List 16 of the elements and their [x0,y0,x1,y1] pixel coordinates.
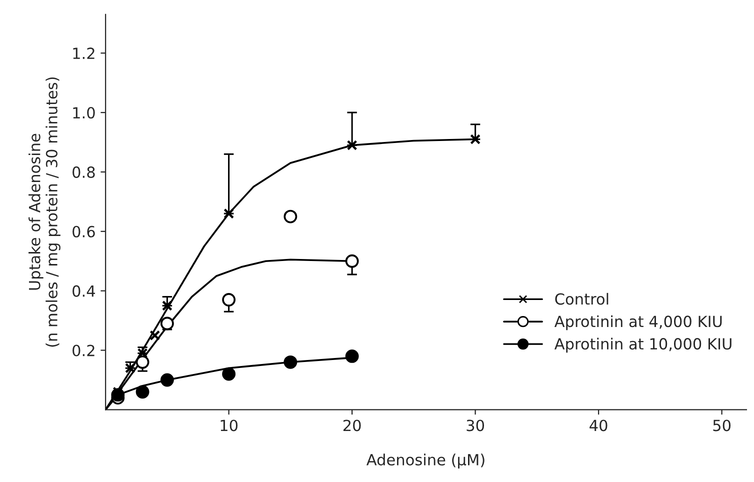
x-tick-label: 50 [713,420,731,432]
y-tick-label: 0.2 [72,344,94,356]
legend-label: Control [555,292,608,305]
x-tick-label: 40 [590,420,608,432]
y-tick-label: 0.6 [72,226,95,238]
x-axis-title: Adenosine (µM) [366,454,484,468]
x-tick-label: 30 [466,420,484,432]
y-tick-label: 0.8 [72,166,95,178]
x-tick-label: 10 [220,420,238,432]
y-tick-label: 1.0 [73,106,95,119]
legend-label: Aprotinin at 4,000 KIU [554,315,722,330]
y-axis-title: Uptake of Adenosine (n moles / mg protein / 30 minutes) [28,77,60,347]
y-tick-label: 0.4 [72,285,95,297]
legend-label: Aprotinin at 10,000 KIU [554,338,732,353]
y-tick-label: 1.2 [73,48,94,59]
x-tick-label: 20 [343,420,361,432]
